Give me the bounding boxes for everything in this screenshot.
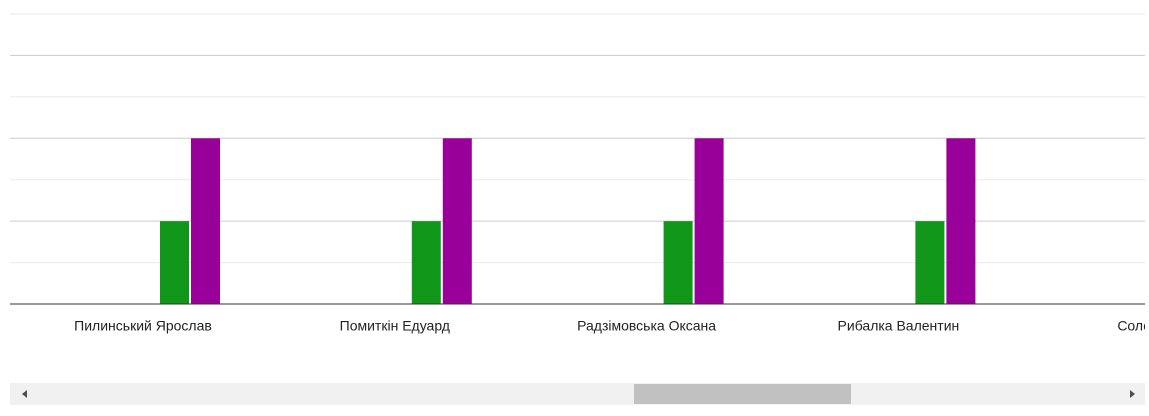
scroll-right-arrow[interactable] (1130, 390, 1135, 398)
x-tick-label: Пилинський Ярослав (74, 318, 212, 334)
bar (694, 138, 724, 304)
bar (663, 221, 693, 304)
bar (915, 221, 945, 304)
x-tick-label: Радзімовська Оксана (577, 318, 716, 334)
bar (191, 138, 220, 304)
x-tick-label: Помиткін Едуард (340, 318, 450, 334)
scroll-left-arrow[interactable] (22, 390, 27, 398)
bar (442, 138, 472, 304)
scroll-thumb[interactable] (634, 384, 851, 404)
x-tick-label: Рибалка Валентин (838, 318, 960, 334)
bar (160, 221, 189, 304)
scroll-track[interactable] (10, 383, 1145, 405)
x-tick-label: Соломаха (1117, 318, 1149, 334)
scrollbar[interactable] (10, 383, 1145, 405)
bar (946, 138, 976, 304)
plot-area: Пилинський Ярослав Помиткін Едуард Радзімо… (10, 13, 1149, 334)
bar (411, 221, 441, 304)
